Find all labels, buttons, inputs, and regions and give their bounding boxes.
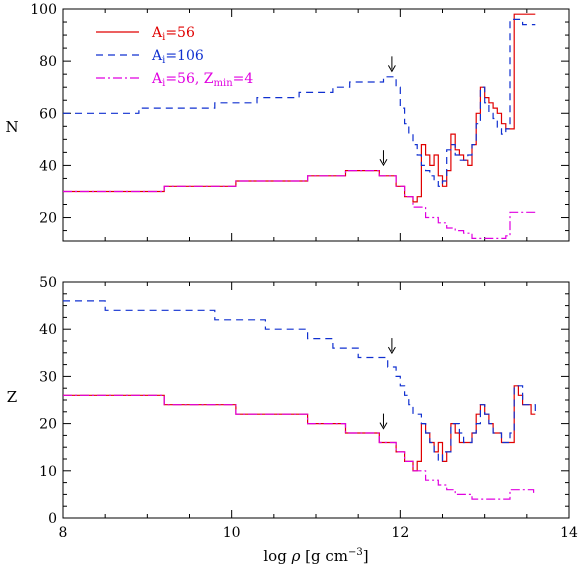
series-ai56-zmin4-z: [63, 394, 535, 500]
y-tick-label: 10: [39, 464, 57, 480]
series-ai56-zmin4-n: [63, 170, 536, 239]
series-group-top: [63, 13, 536, 239]
y-tick-label: 20: [39, 417, 57, 433]
y-tick-labels-top: 20 40 60 80 100: [30, 2, 57, 227]
x-tick-labels: 8 10 12 14: [59, 525, 578, 541]
legend-label-ai56: Ai=56: [151, 25, 195, 43]
legend-label-ai56-zmin4: Ai=56, Zmin=4: [151, 71, 253, 89]
arrow-markers-bottom: [379, 338, 396, 430]
series-ai56-n: [63, 13, 536, 203]
series-ai106-n: [63, 18, 536, 187]
y-axis-label-n: N: [5, 118, 18, 136]
arrow-markers-top: [379, 56, 396, 167]
arrow-marker: [387, 56, 396, 73]
x-axis-label: log ρ [g cm−3]: [263, 547, 368, 565]
axis-ticks-bottom: [62, 281, 570, 519]
arrow-marker: [379, 413, 388, 430]
y-tick-label: 60: [39, 106, 57, 122]
arrow-marker: [379, 150, 388, 167]
series-group-bottom: [63, 300, 536, 500]
y-tick-label: 80: [39, 54, 57, 70]
series-ai56-z: [63, 385, 536, 472]
y-tick-label: 40: [39, 322, 57, 338]
x-tick-label: 8: [59, 525, 68, 541]
chart-panel-n: 20 40 60 80 100 N Ai=56 Ai=106 Ai=56, Zmin=4: [5, 2, 570, 242]
legend: Ai=56 Ai=106 Ai=56, Zmin=4: [96, 25, 253, 89]
arrow-marker: [387, 338, 396, 355]
series-ai106-z: [63, 300, 536, 462]
axis-ticks-top: [62, 8, 570, 241]
x-tick-label: 10: [223, 525, 241, 541]
y-tick-label: 20: [39, 211, 57, 227]
y-tick-label: 0: [48, 511, 57, 527]
y-tick-label: 100: [30, 2, 57, 18]
chart-panel-z: 0 10 20 30 40 50 8 10 12 14 Z log ρ [g cm−3]: [7, 275, 578, 565]
x-tick-label: 12: [391, 525, 409, 541]
y-tick-label: 30: [39, 369, 57, 385]
plot-frame-top: [62, 8, 570, 242]
x-tick-label: 14: [560, 525, 578, 541]
y-tick-label: 40: [39, 158, 57, 174]
y-tick-label: 50: [39, 275, 57, 291]
y-axis-label-z: Z: [7, 388, 17, 406]
y-tick-labels-bottom: 0 10 20 30 40 50: [39, 275, 57, 527]
legend-label-ai106: Ai=106: [151, 48, 204, 66]
plot-frame-bottom: [62, 281, 570, 519]
